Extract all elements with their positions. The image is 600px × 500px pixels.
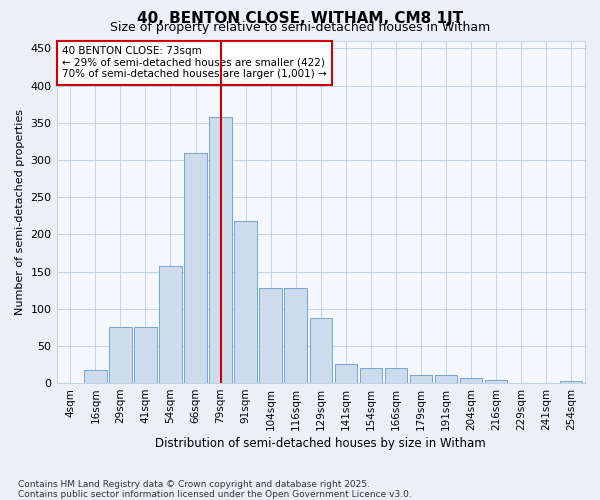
Bar — [284, 288, 307, 383]
Bar — [259, 288, 282, 383]
Bar — [410, 375, 432, 383]
Bar — [134, 328, 157, 383]
Bar — [84, 370, 107, 383]
Bar — [435, 375, 457, 383]
Bar — [209, 117, 232, 383]
Bar — [335, 364, 357, 383]
Bar — [109, 328, 131, 383]
Bar — [560, 381, 583, 383]
Bar — [235, 221, 257, 383]
X-axis label: Distribution of semi-detached houses by size in Witham: Distribution of semi-detached houses by … — [155, 437, 486, 450]
Bar — [159, 266, 182, 383]
Bar — [310, 318, 332, 383]
Bar — [385, 368, 407, 383]
Bar — [460, 378, 482, 383]
Bar — [184, 152, 207, 383]
Bar — [359, 368, 382, 383]
Text: 40 BENTON CLOSE: 73sqm
← 29% of semi-detached houses are smaller (422)
70% of se: 40 BENTON CLOSE: 73sqm ← 29% of semi-det… — [62, 46, 326, 80]
Text: Size of property relative to semi-detached houses in Witham: Size of property relative to semi-detach… — [110, 22, 490, 35]
Text: Contains HM Land Registry data © Crown copyright and database right 2025.
Contai: Contains HM Land Registry data © Crown c… — [18, 480, 412, 499]
Bar — [485, 380, 508, 383]
Y-axis label: Number of semi-detached properties: Number of semi-detached properties — [15, 109, 25, 315]
Text: 40, BENTON CLOSE, WITHAM, CM8 1JT: 40, BENTON CLOSE, WITHAM, CM8 1JT — [137, 11, 463, 26]
